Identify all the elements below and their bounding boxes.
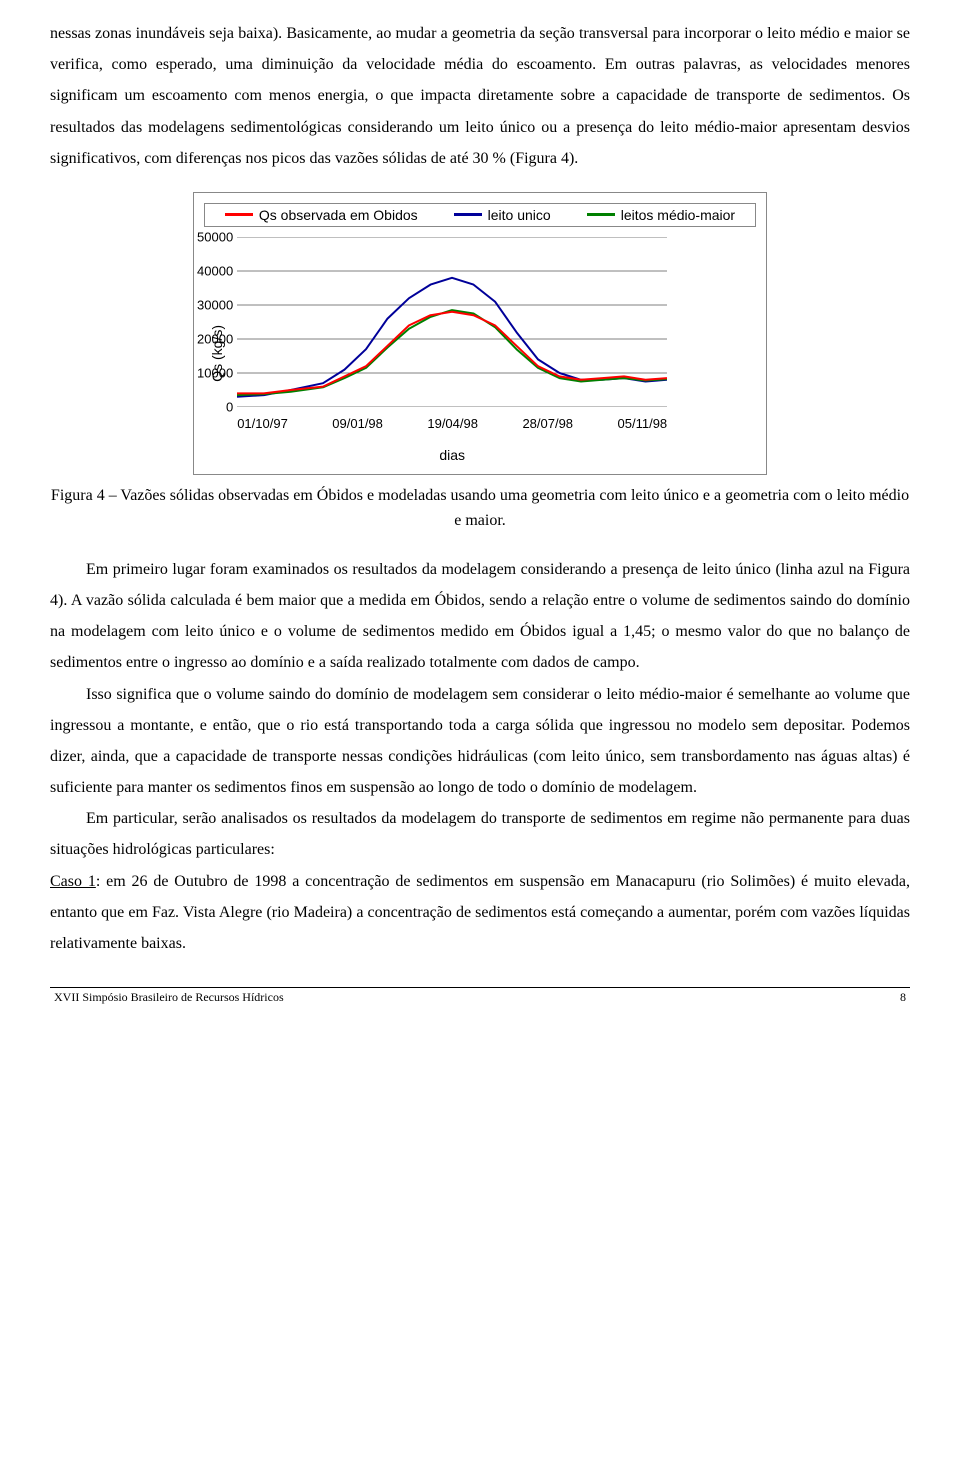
paragraph-case1: Caso 1: em 26 de Outubro de 1998 a conce…	[50, 866, 910, 960]
footer-page-number: 8	[900, 990, 906, 1004]
figure-4-caption: Figura 4 – Vazões sólidas observadas em …	[50, 483, 910, 534]
figure-4-container: Qs observada em Obidos leito unico leito…	[50, 192, 910, 475]
legend-label: Qs observada em Obidos	[259, 208, 418, 222]
page-footer: XVII Simpósio Brasileiro de Recursos Híd…	[50, 988, 910, 1004]
legend-label: leitos médio-maior	[621, 208, 735, 222]
legend-swatch	[454, 213, 482, 216]
chart-xlabel: dias	[237, 442, 667, 469]
paragraph-3: Isso significa que o volume saindo do do…	[50, 679, 910, 804]
chart-legend: Qs observada em Obidos leito unico leito…	[204, 203, 756, 227]
chart-plot-area: 01000020000300004000050000	[237, 237, 667, 407]
case-1-text: : em 26 de Outubro de 1998 a concentraçã…	[50, 873, 910, 952]
paragraph-1: nessas zonas inundáveis seja baixa). Bas…	[50, 18, 910, 174]
legend-swatch	[225, 213, 253, 216]
legend-item-leitos-medio-maior: leitos médio-maior	[587, 208, 735, 222]
chart-frame: Qs observada em Obidos leito unico leito…	[193, 192, 767, 475]
legend-item-leito-unico: leito unico	[454, 208, 551, 222]
chart-body: Qs (kg/s) 01000020000300004000050000 01/…	[204, 237, 756, 470]
case-1-label: Caso 1	[50, 873, 96, 890]
chart-svg	[237, 237, 667, 407]
legend-label: leito unico	[488, 208, 551, 222]
paragraph-4: Em particular, serão analisados os resul…	[50, 803, 910, 865]
paragraph-2: Em primeiro lugar foram examinados os re…	[50, 554, 910, 679]
legend-swatch	[587, 213, 615, 216]
chart-xticks: 01/10/9709/01/9819/04/9828/07/9805/11/98	[237, 411, 667, 436]
footer-left: XVII Simpósio Brasileiro de Recursos Híd…	[54, 990, 284, 1004]
legend-item-observed: Qs observada em Obidos	[225, 208, 418, 222]
